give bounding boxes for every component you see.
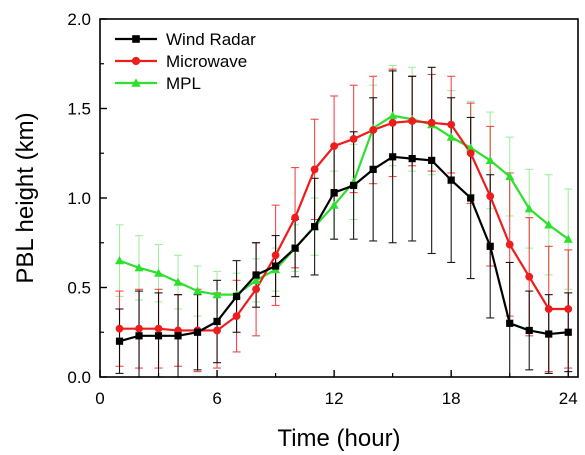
- legend-label-microwave: Microwave: [166, 52, 247, 71]
- microwave-point: [232, 312, 241, 321]
- y-tick-label: 0.5: [67, 279, 91, 298]
- wind-radar-point: [486, 242, 494, 250]
- microwave-point: [486, 192, 495, 201]
- x-tick-label: 12: [325, 389, 344, 408]
- microwave-point: [135, 324, 143, 333]
- wind-radar-point: [506, 319, 514, 327]
- microwave-point: [330, 142, 339, 150]
- wind-radar-point: [311, 223, 319, 231]
- plot-frame: [99, 18, 579, 378]
- mpl-point: [193, 286, 203, 295]
- wind-radar-point: [564, 328, 572, 336]
- microwave-point: [564, 305, 573, 313]
- mpl-point: [134, 263, 144, 272]
- wind-radar-point: [232, 292, 241, 301]
- y-axis-title: PBL height (km): [12, 112, 39, 283]
- microwave-point: [310, 165, 319, 174]
- microwave-point: [408, 117, 417, 125]
- mpl-point: [544, 220, 554, 229]
- wind-radar-point: [467, 194, 475, 202]
- mpl-error-bars: [115, 64, 573, 319]
- wind-radar-point: [545, 330, 553, 338]
- y-tick-label: 1.0: [67, 189, 91, 208]
- mpl-point: [212, 290, 222, 299]
- wind-radar-point: [193, 328, 202, 336]
- wind-radar-point: [252, 271, 260, 279]
- microwave-point: [213, 326, 221, 335]
- legend-marker-wind-radar: [132, 35, 140, 43]
- legend: Wind Radar Microwave MPL: [115, 30, 256, 93]
- mpl-point: [505, 172, 515, 181]
- legend-marker-microwave: [131, 56, 141, 66]
- wind-radar-point: [350, 181, 358, 190]
- data-markers: [115, 111, 573, 345]
- wind-radar-point: [447, 176, 455, 184]
- y-tick-label: 0.0: [67, 368, 91, 387]
- microwave-point: [447, 120, 456, 129]
- microwave-point: [544, 305, 553, 313]
- wind-radar-point: [291, 244, 299, 252]
- x-tick-label: 6: [212, 389, 221, 408]
- microwave-point: [505, 240, 514, 249]
- x-tick-labels: 0 6 12 18 24: [95, 389, 577, 408]
- wind-radar-point: [154, 332, 163, 340]
- legend-label-mpl: MPL: [166, 74, 201, 93]
- microwave-point: [466, 149, 475, 158]
- microwave-point: [291, 213, 300, 222]
- wind-radar-point: [428, 156, 436, 165]
- y-tick-label: 1.5: [67, 100, 91, 119]
- microwave-point: [349, 135, 358, 143]
- wind-radar-point: [408, 155, 416, 163]
- microwave-line: [119, 119, 569, 332]
- microwave-point: [115, 324, 124, 333]
- mpl-point: [173, 277, 183, 286]
- microwave-point: [154, 324, 163, 333]
- microwave-point: [369, 126, 378, 134]
- microwave-point: [388, 118, 397, 127]
- y-tick-labels: 0.0 0.5 1.0 1.5 2.0: [67, 10, 91, 387]
- mpl-point: [485, 155, 495, 165]
- mpl-point: [563, 234, 573, 243]
- mpl-point: [115, 256, 125, 265]
- mpl-point: [329, 200, 339, 209]
- microwave-point: [525, 272, 534, 281]
- wind-radar-point: [135, 332, 143, 340]
- microwave-point: [427, 118, 436, 127]
- mpl-point: [251, 275, 261, 284]
- mpl-point: [388, 111, 398, 120]
- wind-radar-point: [115, 337, 124, 345]
- mpl-point: [446, 132, 456, 141]
- wind-radar-point: [525, 326, 533, 335]
- wind-radar-point: [330, 189, 338, 197]
- legend-label-wind-radar: Wind Radar: [166, 30, 256, 49]
- wind-radar-point: [213, 317, 221, 326]
- y-tick-label: 2.0: [67, 10, 91, 29]
- microwave-error-bars: [115, 68, 573, 373]
- microwave-point: [252, 285, 260, 294]
- x-tick-label: 18: [442, 389, 461, 408]
- mpl-point: [154, 268, 164, 277]
- series-lines: [119, 114, 569, 343]
- wind-radar-point: [271, 262, 280, 270]
- mpl-point: [466, 143, 476, 152]
- wind-radar-line: [119, 155, 569, 343]
- microwave-point: [271, 251, 280, 260]
- x-axis-title: Time (hour): [277, 425, 400, 452]
- x-tick-label: 0: [95, 389, 104, 408]
- legend-marker-mpl: [131, 78, 141, 87]
- wind-radar-point: [174, 332, 182, 340]
- wind-radar-point: [369, 165, 377, 173]
- x-tick-label: 24: [559, 389, 578, 408]
- mpl-point: [524, 204, 534, 213]
- wind-radar-point: [389, 153, 397, 161]
